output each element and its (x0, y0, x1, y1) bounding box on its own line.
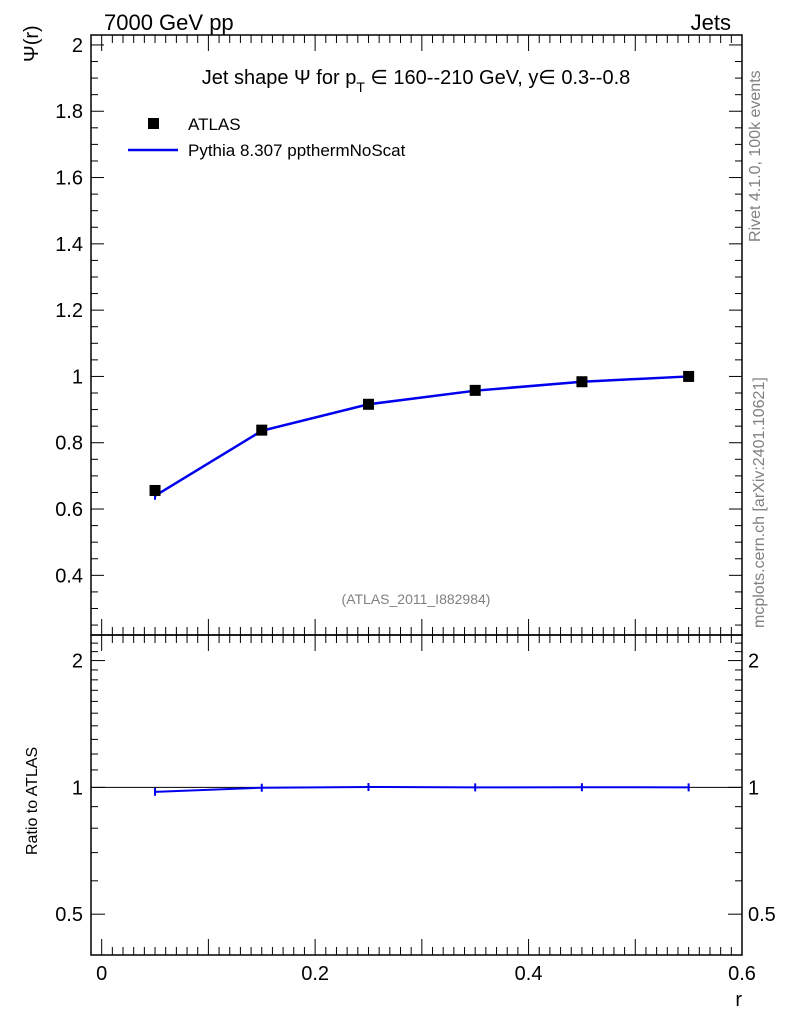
header-right: Jets (691, 10, 731, 35)
mcplots-label: mcplots.cern.ch [arXiv:2401.10621] (751, 377, 768, 628)
ratio-series (154, 783, 690, 796)
ratio-tick-label-right: 0.5 (748, 904, 776, 926)
ratio-y-axis-label: Ratio to ATLAS (24, 747, 41, 855)
rivet-label: Rivet 4.1.0, 100k events (747, 70, 764, 242)
atlas-data-point (362, 398, 374, 410)
x-tick-label: 0 (96, 963, 107, 985)
ratio-tick-label: 0.5 (55, 904, 83, 926)
y-tick-label: 1.2 (55, 300, 83, 322)
ratio-axis-ticks: 0.5 0.5 1 1 2 2 (55, 642, 776, 956)
ratio-tick-label-right: 1 (748, 777, 759, 799)
legend: ATLAS Pythia 8.307 ppthermNoScat (128, 115, 406, 160)
atlas-data-point (149, 484, 161, 496)
y-tick-label: 1.4 (55, 234, 83, 256)
y-tick-label: 1 (72, 366, 83, 388)
main-axis-ticks: 0.4 0.6 0.8 1 1.2 1.4 1.6 1.8 2 (55, 35, 742, 626)
legend-atlas-marker (148, 118, 159, 129)
x-axis-label: r (735, 989, 742, 1011)
x-tick-label: 0.2 (301, 963, 329, 985)
y-tick-label: 1.6 (55, 168, 83, 190)
ratio-tick-label: 2 (72, 651, 83, 673)
y-tick-label: 0.8 (55, 433, 83, 455)
analysis-watermark: (ATLAS_2011_I882984) (342, 591, 491, 607)
y-tick-label: 0.4 (55, 565, 83, 587)
ratio-tick-label-right: 2 (748, 651, 759, 673)
ratio-line (154, 786, 689, 793)
title-subscript: T (356, 79, 365, 95)
atlas-data-point (256, 424, 268, 436)
ratio-tick-label: 1 (72, 777, 83, 799)
header-left: 7000 GeV pp (104, 10, 234, 35)
legend-atlas-label: ATLAS (188, 115, 241, 134)
chart-title: Jet shape Ψ for pT ∈ 160--210 GeV, y∈ 0.… (202, 67, 631, 95)
x-tick-label: 0.4 (515, 963, 543, 985)
x-axis-ticks: 0 0.2 0.4 0.6 (96, 35, 756, 985)
title-suffix: ∈ 160--210 GeV, y∈ 0.3--0.8 (365, 67, 630, 89)
x-tick-label: 0.6 (728, 963, 756, 985)
atlas-data-point (683, 370, 695, 382)
main-series (149, 370, 695, 500)
ratio-panel-frame (90, 634, 743, 956)
y-tick-label: 0.6 (55, 499, 83, 521)
atlas-data-point (469, 384, 481, 396)
y-axis-label: Ψ(r) (21, 25, 43, 62)
title-prefix: Jet shape Ψ for p (202, 67, 357, 89)
y-tick-label: 1.8 (55, 101, 83, 123)
pythia-line (154, 375, 689, 497)
legend-pythia-label: Pythia 8.307 ppthermNoScat (188, 141, 406, 160)
y-tick-label: 2 (72, 35, 83, 57)
atlas-data-point (576, 376, 588, 388)
